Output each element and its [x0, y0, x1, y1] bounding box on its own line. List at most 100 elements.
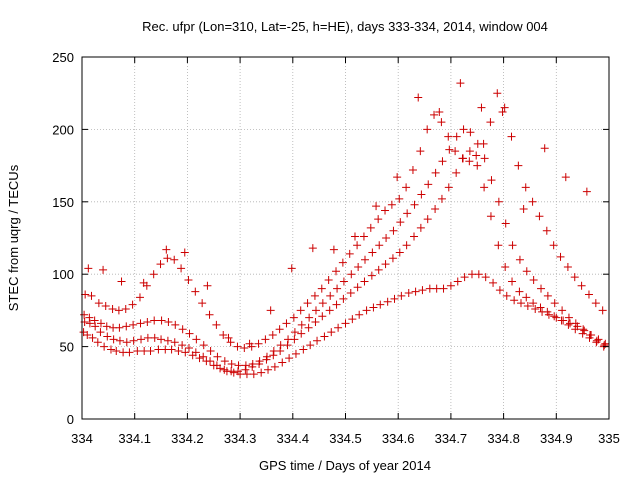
data-point [550, 312, 559, 321]
data-point [269, 351, 278, 360]
data-point [192, 335, 201, 344]
data-point [305, 313, 314, 322]
data-point [206, 346, 215, 355]
data-point [459, 125, 468, 134]
axis-ticks: 334 334.1 334.2 334.3 334.4 334.5 334.6 334.7 33… [52, 50, 620, 446]
data-point [241, 361, 250, 370]
data-point [552, 313, 561, 322]
data-point [444, 132, 453, 141]
data-point [106, 345, 115, 354]
data-point [254, 339, 263, 348]
data-point [362, 306, 371, 315]
data-point [481, 273, 490, 282]
series-4 [84, 79, 591, 348]
data-point [226, 338, 235, 347]
data-point [333, 284, 342, 293]
data-point [339, 277, 348, 286]
data-point [303, 299, 312, 308]
series-2 [80, 125, 609, 370]
data-point [563, 262, 572, 271]
data-point [154, 345, 163, 354]
data-point [465, 147, 474, 156]
data-point [96, 328, 105, 337]
data-point [507, 132, 516, 141]
data-point [425, 284, 434, 293]
data-point [234, 361, 243, 370]
data-point [439, 284, 448, 293]
data-point [397, 291, 406, 300]
data-point [287, 264, 296, 273]
data-point [318, 312, 327, 321]
data-point [143, 317, 152, 326]
data-point [424, 180, 433, 189]
data-point [479, 139, 488, 148]
data-point [592, 336, 601, 345]
data-point [367, 271, 376, 280]
data-point [516, 299, 525, 308]
data-point [317, 284, 326, 293]
data-point [332, 267, 341, 276]
data-point [306, 341, 315, 350]
data-point [410, 200, 419, 209]
data-point [341, 319, 350, 328]
data-point [163, 336, 172, 345]
data-point [121, 304, 130, 313]
data-point [122, 322, 131, 331]
data-point [528, 197, 537, 206]
data-point [156, 260, 165, 269]
data-point [338, 258, 347, 267]
data-point [115, 336, 124, 345]
data-point [122, 338, 131, 347]
data-point [431, 168, 440, 177]
data-point [598, 306, 607, 315]
data-point [467, 270, 476, 279]
data-point [170, 255, 179, 264]
data-point [456, 79, 465, 88]
data-point [350, 232, 359, 241]
x-tick-label: 334 [71, 431, 93, 446]
data-point [308, 244, 317, 253]
data-point [275, 325, 284, 334]
data-point [109, 335, 118, 344]
data-point [311, 317, 320, 326]
data-point [465, 157, 474, 166]
data-point [452, 132, 461, 141]
data-point [94, 299, 103, 308]
data-point [353, 241, 362, 250]
data-point [88, 333, 97, 342]
data-point [332, 300, 341, 309]
data-point [191, 287, 200, 296]
data-point [117, 277, 126, 286]
x-tick-label: 334.4 [277, 431, 310, 446]
data-point [100, 342, 109, 351]
data-point [326, 291, 335, 300]
data-point [390, 294, 399, 303]
data-point [178, 341, 187, 350]
data-point [87, 291, 96, 300]
data-point [500, 103, 509, 112]
data-point [290, 328, 299, 337]
data-point [417, 190, 426, 199]
data-point [249, 370, 258, 379]
data-point [135, 293, 144, 302]
data-point [501, 262, 510, 271]
y-tick-label: 200 [52, 122, 74, 137]
data-point [395, 194, 404, 203]
y-tick-label: 0 [67, 412, 74, 427]
data-point [480, 183, 489, 192]
data-point [282, 319, 291, 328]
data-point [435, 108, 444, 117]
data-point [395, 248, 404, 257]
data-point [549, 241, 558, 250]
data-point [297, 329, 306, 338]
x-tick-label: 334.1 [118, 431, 151, 446]
data-point [227, 367, 236, 376]
data-point [359, 232, 368, 241]
data-point [318, 299, 327, 308]
data-point [515, 287, 524, 296]
data-point [313, 336, 322, 345]
data-point [466, 128, 475, 137]
data-point [360, 255, 369, 264]
y-tick-label: 50 [60, 340, 74, 355]
chart-title: Rec. ufpr (Lon=310, Lat=-25, h=HE), days… [142, 19, 548, 34]
